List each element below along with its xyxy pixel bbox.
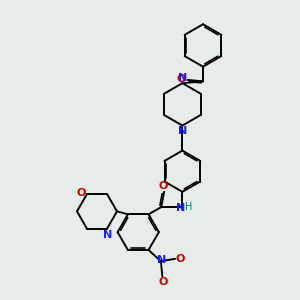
Text: H: H <box>185 202 193 212</box>
Text: N: N <box>157 255 166 265</box>
Text: N: N <box>103 230 112 240</box>
Text: O: O <box>159 181 168 191</box>
Text: O: O <box>176 254 185 263</box>
Text: N: N <box>178 126 187 136</box>
Text: N: N <box>176 203 185 213</box>
Text: O: O <box>176 74 186 84</box>
Text: O: O <box>158 278 168 287</box>
Text: O: O <box>76 188 86 197</box>
Text: N: N <box>178 73 187 83</box>
